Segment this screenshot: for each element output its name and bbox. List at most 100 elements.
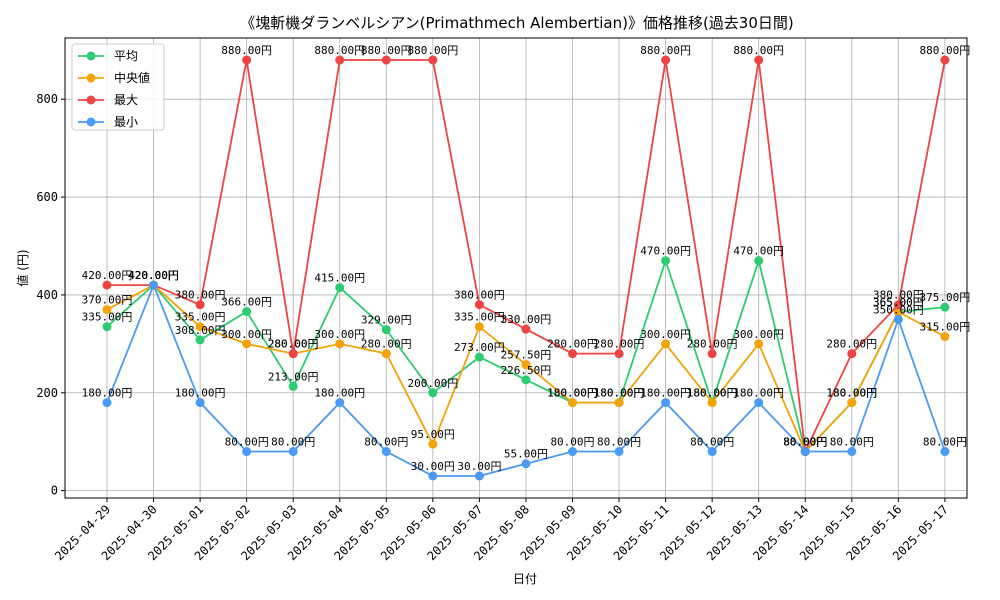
data-labels: 335.00円 420.00円 308.00円 366.00円 213.00円 415.0… — [82, 44, 971, 473]
data-point — [242, 447, 252, 457]
legend-label: 中央値 — [114, 70, 150, 85]
data-point — [474, 322, 484, 332]
legend-item: 最大 — [78, 93, 138, 107]
data-label: 280.00円 — [687, 338, 738, 351]
x-axis-label: 日付 — [513, 572, 537, 586]
data-point — [242, 55, 252, 65]
data-point — [242, 339, 252, 349]
data-point — [428, 471, 438, 481]
y-tick-label: 400 — [36, 288, 58, 302]
data-label: 180.00円 — [687, 387, 738, 400]
data-point — [381, 55, 391, 65]
data-point — [754, 339, 764, 349]
legend-item: 最小 — [78, 115, 138, 129]
data-point — [847, 447, 857, 457]
legend-marker — [86, 117, 96, 127]
legend-marker — [86, 73, 96, 83]
data-label: 335.00円 — [82, 311, 133, 324]
data-point — [707, 398, 717, 408]
data-point — [474, 471, 484, 481]
data-label: 80.00円 — [830, 436, 874, 449]
data-label: 30.00円 — [411, 460, 455, 473]
data-label: 880.00円 — [733, 44, 784, 57]
data-label: 365.00円 — [873, 296, 924, 309]
data-point — [102, 398, 112, 408]
data-label: 80.00円 — [271, 436, 315, 449]
y-tick-label: 0 — [51, 484, 58, 498]
data-point — [474, 300, 484, 310]
data-label: 375.00円 — [920, 291, 971, 304]
data-point — [335, 339, 345, 349]
data-point — [428, 439, 438, 449]
data-label: 380.00円 — [873, 289, 924, 302]
data-label: 55.00円 — [504, 448, 548, 461]
data-label: 470.00円 — [640, 245, 691, 258]
data-point — [102, 280, 112, 290]
data-label: 180.00円 — [175, 387, 226, 400]
data-label: 180.00円 — [594, 387, 645, 400]
data-label: 180.00円 — [826, 387, 877, 400]
data-label: 273.00円 — [454, 341, 505, 354]
data-point — [242, 307, 252, 317]
y-tick-label: 200 — [36, 386, 58, 400]
data-label: 880.00円 — [920, 44, 971, 57]
data-point — [195, 335, 205, 345]
legend-label: 最大 — [114, 93, 138, 107]
data-point — [288, 349, 298, 359]
y-tick-label: 600 — [36, 190, 58, 204]
data-label: 226.50円 — [501, 364, 552, 377]
data-point — [335, 398, 345, 408]
data-label: 80.00円 — [550, 436, 594, 449]
data-point — [800, 447, 810, 457]
data-label: 335.00円 — [175, 311, 226, 324]
data-label: 257.50円 — [501, 349, 552, 362]
data-point — [102, 305, 112, 315]
data-point — [381, 349, 391, 359]
data-point — [707, 447, 717, 457]
data-label: 880.00円 — [407, 44, 458, 57]
data-point — [195, 322, 205, 332]
data-point — [754, 55, 764, 65]
data-label: 280.00円 — [268, 338, 319, 351]
data-label: 280.00円 — [268, 338, 319, 351]
data-point — [893, 307, 903, 317]
legend-box — [71, 43, 165, 131]
data-label: 880.00円 — [640, 44, 691, 57]
data-point — [707, 349, 717, 359]
data-point — [195, 398, 205, 408]
data-point — [661, 398, 671, 408]
data-label: 80.00円 — [783, 436, 827, 449]
data-point — [847, 349, 857, 359]
data-label: 213.00円 — [268, 370, 319, 383]
data-label: 80.00円 — [783, 436, 827, 449]
data-label: 880.00円 — [314, 44, 365, 57]
data-point — [754, 256, 764, 266]
data-point — [288, 447, 298, 457]
data-point — [940, 447, 950, 457]
y-tick-label: 800 — [36, 92, 58, 106]
data-label: 380.00円 — [454, 289, 505, 302]
data-label: 180.00円 — [733, 387, 784, 400]
data-point — [335, 283, 345, 293]
data-label: 370.00円 — [82, 294, 133, 307]
data-label: 415.00円 — [314, 272, 365, 285]
data-label: 315.00円 — [920, 321, 971, 334]
data-point — [521, 375, 531, 385]
data-label: 420.00円 — [128, 269, 179, 282]
data-point — [428, 55, 438, 65]
legend-marker — [86, 51, 96, 61]
data-label: 329.00円 — [361, 314, 412, 327]
data-label: 420.00円 — [128, 269, 179, 282]
data-point — [381, 447, 391, 457]
data-label: 420.00円 — [128, 269, 179, 282]
data-label: 80.00円 — [364, 436, 408, 449]
data-point — [661, 339, 671, 349]
data-label: 180.00円 — [547, 387, 598, 400]
data-point — [893, 300, 903, 310]
data-label: 80.00円 — [783, 436, 827, 449]
data-point — [568, 447, 577, 457]
data-label: 180.00円 — [687, 387, 738, 400]
data-point — [288, 381, 298, 391]
